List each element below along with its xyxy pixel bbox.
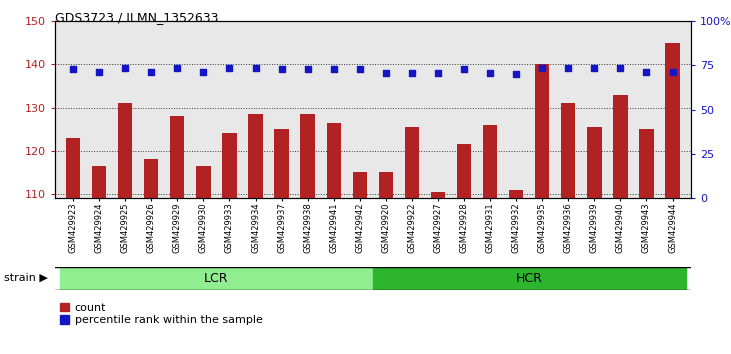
Point — [588, 65, 600, 71]
Point — [380, 70, 392, 75]
Point — [250, 65, 262, 71]
Bar — [144, 159, 159, 198]
Point — [94, 69, 105, 75]
Bar — [665, 43, 680, 198]
Point — [302, 66, 314, 72]
Point — [484, 70, 496, 75]
Bar — [483, 125, 497, 198]
Point — [197, 69, 209, 75]
Bar — [561, 103, 575, 198]
Bar — [587, 127, 602, 198]
Bar — [196, 166, 211, 198]
Bar — [457, 144, 471, 198]
Bar — [640, 129, 654, 198]
Text: HCR: HCR — [516, 272, 542, 285]
Point — [67, 66, 79, 72]
Point — [145, 69, 157, 75]
Bar — [92, 166, 106, 198]
Point — [458, 66, 470, 72]
Bar — [405, 127, 419, 198]
Bar — [613, 95, 628, 198]
Bar — [300, 114, 315, 198]
Text: LCR: LCR — [204, 272, 229, 285]
Bar — [249, 114, 262, 198]
Legend: count, percentile rank within the sample: count, percentile rank within the sample — [61, 303, 262, 325]
Point — [406, 70, 417, 75]
Point — [172, 65, 183, 71]
Bar — [373, 267, 686, 290]
Text: strain ▶: strain ▶ — [4, 273, 48, 283]
Point — [224, 65, 235, 71]
Text: GDS3723 / ILMN_1352633: GDS3723 / ILMN_1352633 — [55, 11, 219, 24]
Point — [562, 65, 574, 71]
Bar — [535, 64, 550, 198]
Point — [615, 65, 626, 71]
Point — [276, 66, 287, 72]
Point — [537, 65, 548, 71]
Point — [119, 65, 131, 71]
Bar — [431, 192, 445, 198]
Bar — [118, 103, 132, 198]
Point — [328, 66, 340, 72]
Point — [432, 70, 444, 75]
Point — [354, 66, 366, 72]
Bar — [274, 129, 289, 198]
Bar — [327, 123, 341, 198]
Bar — [379, 172, 393, 198]
Point — [640, 69, 652, 75]
Bar — [60, 267, 373, 290]
Point — [510, 72, 522, 77]
Point — [667, 69, 678, 75]
Bar — [222, 133, 237, 198]
Bar — [352, 172, 367, 198]
Bar — [509, 190, 523, 198]
Bar — [170, 116, 184, 198]
Bar — [66, 138, 80, 198]
